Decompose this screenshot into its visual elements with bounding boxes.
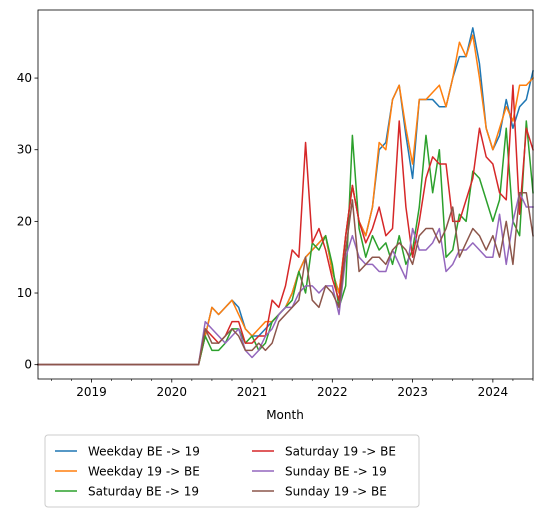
x-tick-label: 2021 (237, 385, 268, 399)
x-axis: 2019 2020 2021 2022 2023 2024 (51, 379, 534, 399)
y-tick-label: 20 (17, 214, 32, 228)
y-tick-label: 10 (17, 286, 32, 300)
x-tick-label: 2023 (397, 385, 428, 399)
series-layer (37, 27, 535, 366)
x-tick-label: 2024 (478, 385, 509, 399)
y-tick-label: 0 (24, 358, 32, 372)
legend-label-3: Saturday 19 -> BE (285, 445, 396, 459)
legend-label-1: Weekday 19 -> BE (88, 465, 200, 479)
legend: Weekday BE -> 19 Weekday 19 -> BE Saturday… (44, 434, 420, 508)
legend-label-5: Sunday 19 -> BE (285, 485, 387, 499)
x-tick-label: 2020 (157, 385, 188, 399)
series-line-5 (37, 191, 534, 366)
x-tick-label: 2019 (76, 385, 107, 399)
plot-area (38, 10, 533, 379)
legend-label-2: Saturday BE -> 19 (88, 485, 199, 499)
y-tick-label: 40 (17, 71, 32, 85)
plot-border (37, 9, 534, 380)
y-axis: 0 10 20 30 40 (17, 71, 38, 372)
y-tick-label: 30 (17, 143, 32, 157)
legend-label-4: Sunday BE -> 19 (285, 465, 387, 479)
plot-frame (38, 10, 533, 379)
legend-frame (44, 434, 420, 508)
legend-label-0: Weekday BE -> 19 (88, 445, 200, 459)
x-axis-label: Month (266, 408, 304, 422)
x-tick-label: 2022 (317, 385, 348, 399)
